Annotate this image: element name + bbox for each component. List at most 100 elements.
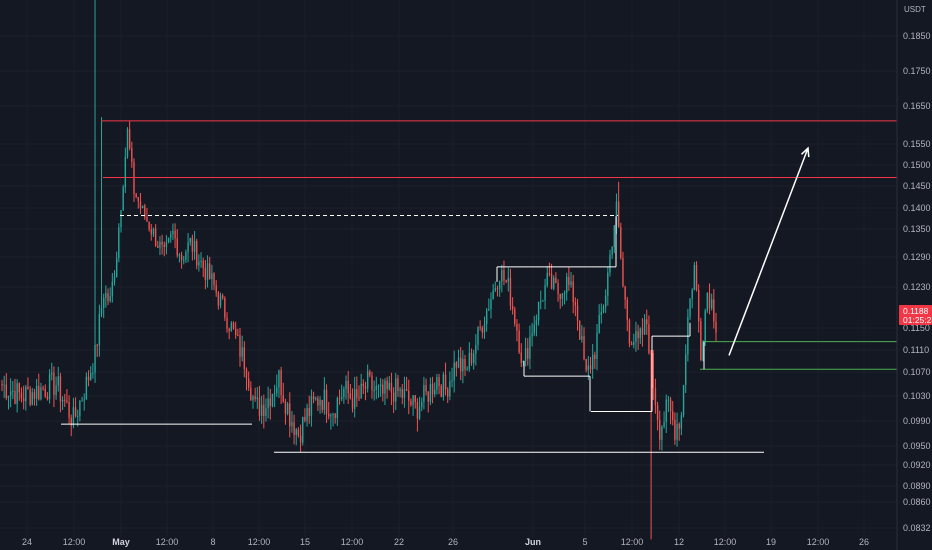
candle bbox=[137, 196, 140, 209]
candle-body bbox=[468, 352, 471, 370]
candle-body bbox=[702, 342, 704, 360]
candle-body bbox=[531, 333, 533, 337]
candle-body bbox=[1, 383, 3, 386]
candle bbox=[514, 306, 516, 327]
price-axis-background[interactable] bbox=[897, 0, 932, 550]
candle-body bbox=[566, 276, 568, 293]
candle bbox=[196, 238, 198, 270]
candle-body bbox=[338, 398, 341, 400]
candle bbox=[602, 304, 605, 314]
candle bbox=[661, 425, 663, 451]
candle-body bbox=[557, 283, 559, 294]
candle-body bbox=[228, 328, 230, 332]
candle-body bbox=[650, 352, 652, 354]
candle bbox=[228, 327, 230, 340]
candle bbox=[691, 288, 693, 309]
candle bbox=[412, 395, 414, 416]
candle-body bbox=[29, 389, 31, 405]
candle-body bbox=[416, 402, 419, 419]
candle bbox=[278, 369, 280, 398]
current-price-tag-background bbox=[899, 305, 932, 325]
candle bbox=[206, 255, 209, 288]
price-tick-label: 0.1350 bbox=[903, 224, 931, 234]
candle-body bbox=[226, 317, 228, 329]
candle bbox=[243, 341, 246, 378]
annotations-front bbox=[61, 120, 897, 453]
time-axis-labels: 24 12:00 May 12:00 8 12:00 15 12:00 22 26 Jun 5 12:0… bbox=[22, 537, 869, 547]
candle-body bbox=[546, 273, 548, 286]
candle bbox=[289, 392, 291, 438]
candle bbox=[685, 344, 687, 393]
price-tick-label: 0.1110 bbox=[903, 345, 929, 355]
candle-body bbox=[360, 383, 362, 399]
candle-body bbox=[464, 359, 466, 370]
candle bbox=[53, 366, 55, 408]
candle bbox=[713, 288, 715, 329]
candle-body bbox=[501, 270, 503, 282]
candle-body bbox=[224, 298, 226, 318]
candle bbox=[676, 412, 678, 447]
candle-body bbox=[124, 156, 127, 188]
candle-body bbox=[386, 380, 388, 390]
candle bbox=[669, 396, 672, 425]
candle-body bbox=[87, 376, 90, 381]
candle bbox=[141, 205, 144, 209]
candle-body bbox=[589, 365, 592, 370]
candle bbox=[315, 396, 317, 401]
candle-body bbox=[665, 399, 667, 423]
candle bbox=[265, 398, 267, 422]
candle-body bbox=[189, 237, 191, 243]
candle bbox=[133, 158, 135, 202]
candle bbox=[204, 260, 207, 290]
candle bbox=[431, 376, 434, 404]
candle-body bbox=[273, 393, 276, 395]
candle bbox=[546, 266, 548, 288]
candle-body bbox=[44, 388, 46, 397]
candle-body bbox=[306, 407, 308, 421]
candle bbox=[362, 379, 365, 395]
candle-body bbox=[284, 401, 287, 414]
candle bbox=[79, 399, 81, 422]
candle bbox=[150, 223, 152, 241]
candle-body bbox=[379, 384, 382, 387]
candle-body bbox=[31, 392, 33, 405]
candle bbox=[81, 396, 83, 402]
candle bbox=[520, 343, 522, 368]
candle bbox=[118, 223, 120, 263]
candle bbox=[107, 288, 109, 306]
price-tick-label: 0.1450 bbox=[903, 181, 931, 191]
candle-body bbox=[563, 292, 566, 294]
candle bbox=[429, 377, 432, 406]
candle bbox=[578, 320, 581, 341]
candle bbox=[35, 378, 38, 406]
candle-body bbox=[377, 386, 380, 388]
candle-body bbox=[447, 389, 449, 397]
candle-body bbox=[492, 290, 494, 300]
candle bbox=[462, 350, 464, 384]
candle-body bbox=[113, 276, 116, 282]
candle-body bbox=[351, 398, 354, 409]
candle bbox=[453, 350, 455, 393]
candle bbox=[144, 203, 146, 220]
candle-body bbox=[211, 273, 213, 280]
candle bbox=[418, 396, 421, 420]
candle-body bbox=[602, 306, 605, 312]
candle-body bbox=[178, 254, 181, 256]
candle-body bbox=[163, 244, 165, 248]
candle-body bbox=[35, 385, 38, 399]
candle bbox=[312, 391, 315, 404]
projection-arrow-line[interactable] bbox=[728, 147, 809, 356]
candle-body bbox=[323, 389, 326, 410]
candle bbox=[122, 184, 124, 211]
candle-body bbox=[83, 399, 85, 401]
candle-body bbox=[293, 422, 295, 435]
candle bbox=[386, 376, 388, 399]
candle-body bbox=[46, 396, 49, 400]
price-tick-label: 0.0920 bbox=[903, 460, 931, 470]
candle bbox=[483, 316, 486, 339]
candle bbox=[40, 382, 42, 401]
candle bbox=[708, 283, 711, 315]
candle-body bbox=[607, 272, 609, 296]
